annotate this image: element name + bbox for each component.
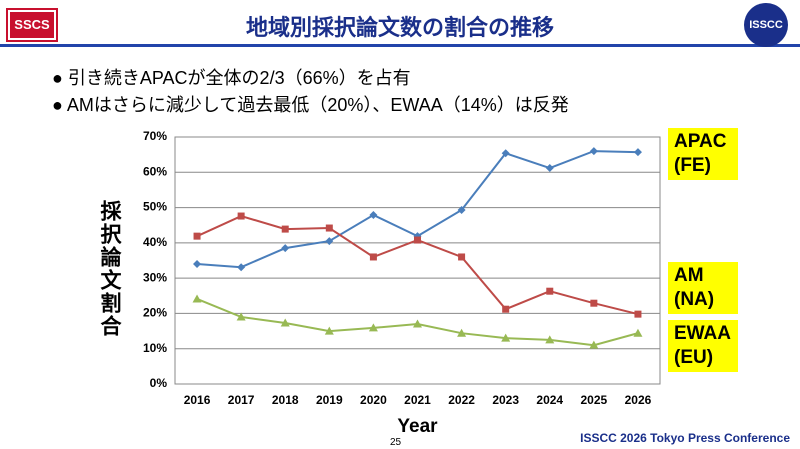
marker <box>324 326 334 335</box>
series-line <box>196 214 639 316</box>
marker <box>545 335 555 344</box>
x-tick-label: 2024 <box>536 393 563 407</box>
marker <box>281 225 289 233</box>
marker <box>193 260 202 269</box>
marker <box>634 310 642 318</box>
x-tick-label: 2019 <box>316 393 343 407</box>
y-tick-label: 70% <box>143 129 167 143</box>
bullet: ● 引き続きAPACが全体の2/3（66%）を占有 <box>52 68 411 88</box>
marker <box>633 328 643 337</box>
series-line <box>196 150 638 269</box>
y-tick-label: 50% <box>143 200 167 214</box>
marker <box>458 253 466 261</box>
marker <box>501 149 510 158</box>
logo-right: ISSCC <box>744 3 788 47</box>
x-tick-label: 2018 <box>272 393 299 407</box>
y-tick-label: 60% <box>143 164 167 178</box>
marker <box>368 323 378 332</box>
plot-frame <box>174 136 661 385</box>
y-axis-label: 採択論文割合 <box>98 200 121 338</box>
marker <box>193 232 201 240</box>
y-tick-label: 20% <box>143 306 167 320</box>
y-tick-label: 40% <box>143 235 167 249</box>
marker <box>589 147 598 156</box>
marker <box>325 237 334 246</box>
marker <box>502 305 510 313</box>
marker <box>236 312 246 321</box>
y-tick-label: 30% <box>143 270 167 284</box>
marker <box>192 294 202 303</box>
legend-label: AM (NA) <box>668 262 738 314</box>
marker <box>325 224 333 232</box>
x-tick-label: 2017 <box>228 393 255 407</box>
legend-label: APAC (FE) <box>668 128 738 180</box>
marker <box>633 148 642 157</box>
footer-text: ISSCC 2026 Tokyo Press Conference <box>580 431 790 445</box>
legend-label: EWAA (EU) <box>668 320 738 372</box>
marker <box>280 318 290 327</box>
x-tick-label: 2021 <box>404 393 431 407</box>
bullet-text: 引き続きAPACが全体の2/3（66%）を占有 <box>67 68 411 88</box>
y-tick-label: 10% <box>143 341 167 355</box>
page-number: 25 <box>390 437 402 448</box>
marker <box>590 299 598 307</box>
marker <box>589 340 599 349</box>
x-tick-label: 2022 <box>448 393 475 407</box>
bullet-text: AMはさらに減少して過去最低（20%）、EWAA（14%）は反発 <box>66 95 569 115</box>
marker <box>545 164 554 173</box>
x-tick-label: 2023 <box>492 393 519 407</box>
marker <box>413 319 422 328</box>
marker <box>501 333 511 342</box>
marker <box>414 236 421 244</box>
marker <box>369 210 378 219</box>
x-tick-label: 2026 <box>625 393 652 407</box>
x-tick-label: 2016 <box>184 393 211 407</box>
bullet: ● AMはさらに減少して過去最低（20%）、EWAA（14%）は反発 <box>52 95 569 115</box>
page-title: 地域別採択論文数の割合の推移 <box>245 15 554 40</box>
marker <box>281 244 290 253</box>
logo-left: SSCS <box>6 8 58 42</box>
marker <box>237 263 246 272</box>
x-axis-label: Year <box>397 416 438 437</box>
x-tick-label: 2025 <box>581 393 608 407</box>
y-tick-label: 0% <box>150 376 168 390</box>
marker <box>237 212 245 220</box>
x-tick-label: 2020 <box>360 393 387 407</box>
marker <box>457 328 467 337</box>
marker <box>457 206 466 215</box>
marker <box>369 253 377 261</box>
title-bar <box>0 44 800 47</box>
marker <box>546 287 554 295</box>
